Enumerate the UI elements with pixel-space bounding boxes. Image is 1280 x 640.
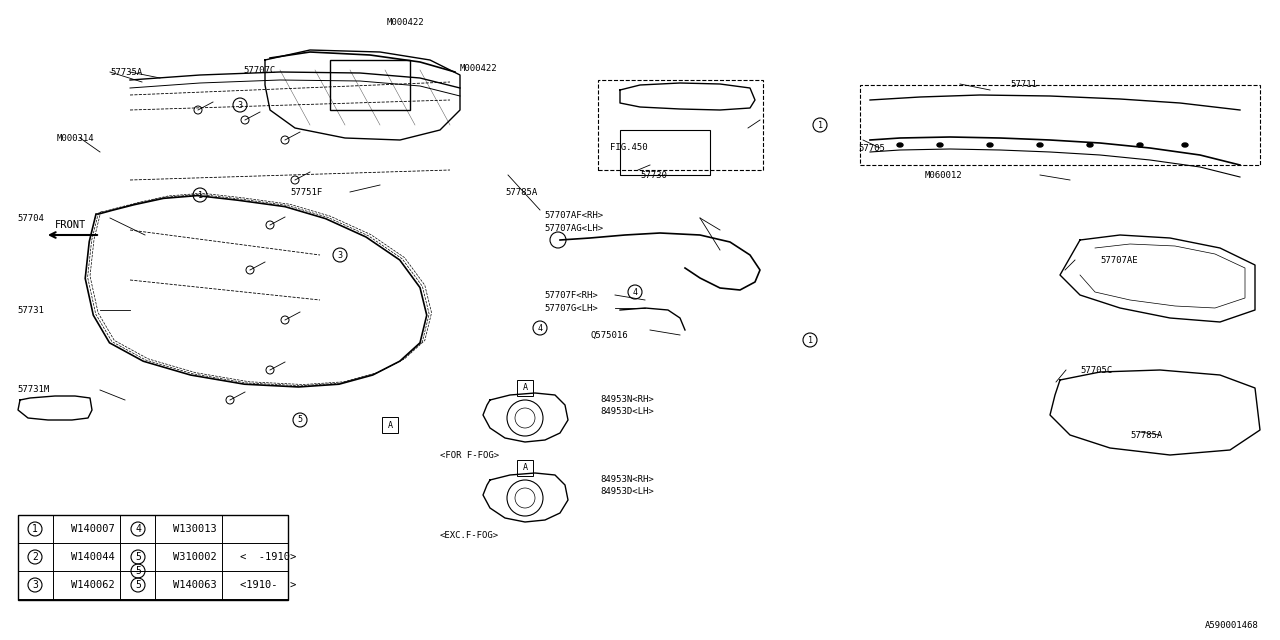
Text: M000422: M000422: [460, 63, 498, 72]
Text: 57731M: 57731M: [17, 385, 49, 394]
Text: FRONT: FRONT: [55, 220, 86, 230]
Bar: [381, 417, 398, 433]
Text: A: A: [522, 383, 527, 392]
Text: 57711: 57711: [1010, 79, 1037, 88]
Text: 3: 3: [238, 100, 242, 109]
Text: FIG.450: FIG.450: [611, 143, 648, 152]
Text: 57707C: 57707C: [243, 65, 275, 74]
Text: 57735A: 57735A: [110, 67, 142, 77]
Text: 57704: 57704: [17, 214, 44, 223]
Ellipse shape: [1137, 143, 1143, 147]
Text: 57730: 57730: [640, 170, 667, 179]
Text: W310002: W310002: [173, 552, 216, 562]
Text: W140063: W140063: [173, 580, 216, 590]
Text: 57707G<LH>: 57707G<LH>: [544, 303, 598, 312]
Bar: [517, 460, 532, 476]
Bar: [330, 60, 410, 110]
Text: 84953N<RH>: 84953N<RH>: [600, 476, 654, 484]
Text: 1: 1: [818, 120, 823, 129]
Text: W140062: W140062: [70, 580, 115, 590]
Ellipse shape: [937, 143, 943, 147]
Text: 57705C: 57705C: [1080, 365, 1112, 374]
Ellipse shape: [1087, 143, 1093, 147]
Text: 57731: 57731: [17, 305, 44, 314]
Text: 3: 3: [32, 580, 38, 590]
Text: 1: 1: [808, 335, 813, 344]
Text: 1: 1: [197, 191, 202, 200]
Ellipse shape: [1037, 143, 1043, 147]
Text: M000422: M000422: [387, 17, 425, 26]
Text: <EXC.F-FOG>: <EXC.F-FOG>: [440, 531, 499, 540]
Bar: [18, 515, 288, 600]
Text: 2: 2: [32, 552, 38, 562]
Text: W140007: W140007: [70, 524, 115, 534]
Bar: [598, 80, 763, 170]
Bar: [860, 85, 1260, 165]
Text: 1: 1: [32, 524, 38, 534]
Text: 84953D<LH>: 84953D<LH>: [600, 488, 654, 497]
Ellipse shape: [897, 143, 902, 147]
Text: M060012: M060012: [925, 170, 963, 179]
Text: 5: 5: [297, 415, 302, 424]
Text: 3: 3: [338, 250, 343, 259]
Text: 84953N<RH>: 84953N<RH>: [600, 396, 654, 404]
Text: <  -1910>: < -1910>: [241, 552, 296, 562]
Text: 5: 5: [136, 552, 141, 562]
Text: 4: 4: [632, 287, 637, 296]
Text: M000314: M000314: [58, 134, 95, 143]
Text: 4: 4: [538, 323, 543, 333]
Text: 5: 5: [136, 580, 141, 590]
Text: <FOR F-FOG>: <FOR F-FOG>: [440, 451, 499, 460]
Text: 4: 4: [136, 524, 141, 534]
Ellipse shape: [1181, 143, 1188, 147]
Bar: [620, 130, 710, 175]
Text: 57707AG<LH>: 57707AG<LH>: [544, 223, 603, 232]
Text: <1910-  >: <1910- >: [241, 580, 296, 590]
Text: 57785A: 57785A: [1130, 431, 1162, 440]
Text: A: A: [388, 420, 393, 429]
Text: 5: 5: [136, 566, 141, 576]
Text: W140044: W140044: [70, 552, 115, 562]
Text: W130013: W130013: [173, 524, 216, 534]
Text: 57707F<RH>: 57707F<RH>: [544, 291, 598, 300]
Text: 57785A: 57785A: [506, 188, 538, 196]
Text: 84953D<LH>: 84953D<LH>: [600, 408, 654, 417]
Text: A590001468: A590001468: [1204, 621, 1258, 630]
Text: 57705: 57705: [858, 143, 884, 152]
Text: 57707AF<RH>: 57707AF<RH>: [544, 211, 603, 220]
Text: Q575016: Q575016: [590, 330, 627, 339]
Bar: [517, 380, 532, 396]
Text: 57707AE: 57707AE: [1100, 255, 1138, 264]
Text: A: A: [522, 463, 527, 472]
Text: 57751F: 57751F: [291, 188, 323, 196]
Ellipse shape: [987, 143, 993, 147]
